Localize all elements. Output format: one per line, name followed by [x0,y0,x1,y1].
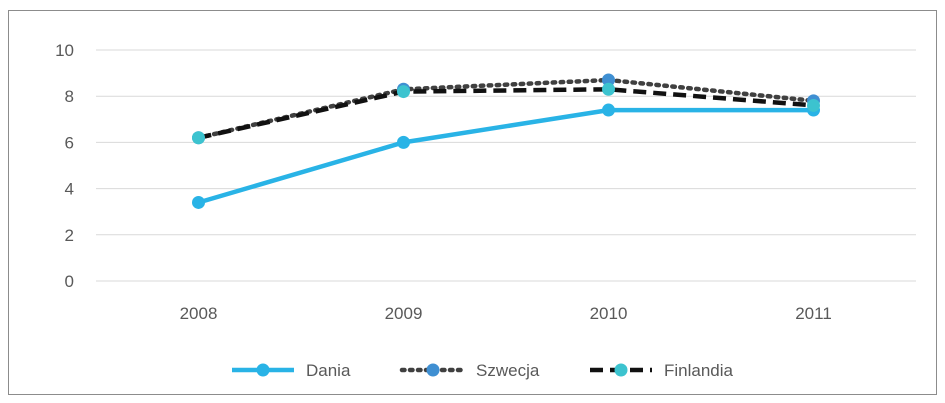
chart-frame [8,10,937,395]
y-tick-label: 0 [65,272,74,291]
legend-swatch-marker [426,363,440,377]
gridlines [96,49,916,282]
series-line-finlandia [198,87,814,140]
data-point-finlandia-2011 [807,98,820,112]
legend-item-szwecja: Szwecja [399,361,540,380]
y-tick-label: 2 [65,226,74,245]
x-axis-tick-labels: 2008 2009 2010 2011 [180,304,832,323]
x-tick-label: 2008 [180,304,218,323]
legend-item-dania: Dania [232,361,351,380]
data-point-finlandia-2010 [602,82,615,96]
y-tick-label: 6 [65,133,74,152]
legend: Dania Szwecja Finlandia [232,361,734,380]
data-point-finlandia-2008 [192,131,205,145]
legend-item-finlandia: Finlandia [590,361,734,380]
x-tick-label: 2009 [385,304,423,323]
legend-swatch-marker [256,363,270,377]
data-point-szwecja-2010 [602,73,615,87]
y-tick-label: 10 [55,41,74,60]
series-line-dania [197,107,814,205]
y-axis-tick-labels: 0 2 4 6 8 10 [55,41,74,291]
series-lines [192,73,820,209]
data-point-dania-2008 [192,195,205,209]
y-tick-label: 4 [65,180,74,199]
data-point-dania-2010 [602,103,615,117]
series-finlandia [192,82,820,145]
legend-swatch-marker [614,363,628,377]
legend-label: Szwecja [476,361,540,380]
data-point-finlandia-2009 [397,85,410,99]
x-tick-label: 2011 [795,304,832,323]
y-tick-label: 8 [65,87,74,106]
x-tick-label: 2010 [590,304,628,323]
legend-label: Dania [306,361,351,380]
data-point-dania-2009 [397,135,410,149]
legend-label: Finlandia [664,361,734,380]
